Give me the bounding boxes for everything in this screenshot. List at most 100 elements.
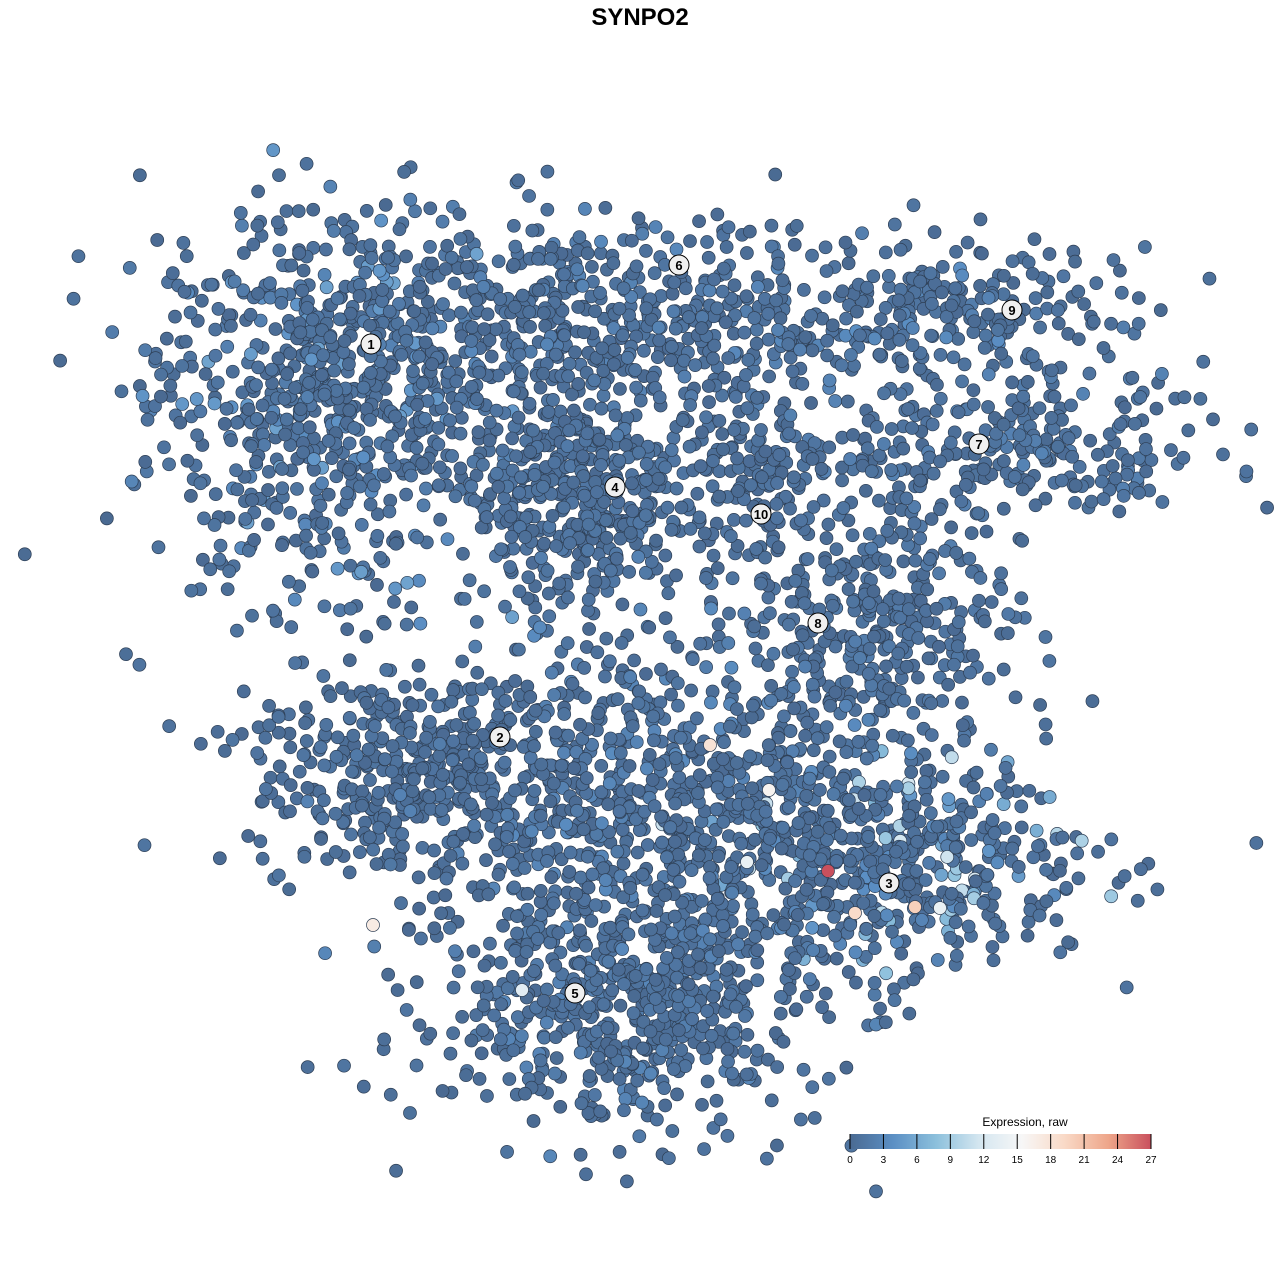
data-point <box>1005 375 1019 390</box>
data-point <box>272 168 286 183</box>
data-point <box>829 542 844 557</box>
data-point <box>508 944 523 958</box>
data-point <box>805 920 820 935</box>
data-point <box>594 785 609 799</box>
data-point <box>494 955 508 970</box>
data-point <box>283 506 298 520</box>
data-point <box>359 695 374 710</box>
data-point <box>941 792 956 806</box>
data-point <box>706 454 720 468</box>
data-point <box>614 636 629 650</box>
data-point <box>279 204 294 218</box>
data-point <box>198 367 213 381</box>
data-point <box>939 330 954 345</box>
data-point <box>710 207 725 222</box>
data-point <box>585 867 600 882</box>
data-point <box>649 904 664 918</box>
data-point <box>867 941 882 956</box>
data-point <box>353 479 367 494</box>
data-point <box>770 476 785 490</box>
data-point <box>902 1006 917 1021</box>
data-point <box>773 1006 788 1021</box>
data-point <box>197 511 211 526</box>
data-point <box>839 674 854 689</box>
data-point <box>562 356 577 371</box>
data-point <box>491 368 506 383</box>
data-point <box>432 748 447 763</box>
data-point <box>783 350 798 365</box>
data-point <box>468 639 483 654</box>
data-point <box>834 358 849 373</box>
data-point <box>591 1050 606 1065</box>
data-point <box>580 426 595 441</box>
data-point <box>747 619 762 634</box>
data-point <box>867 987 882 1002</box>
data-point <box>246 237 261 252</box>
data-point <box>502 844 516 859</box>
data-point <box>712 489 727 504</box>
data-point <box>1029 823 1044 838</box>
data-point <box>237 246 251 260</box>
data-point <box>737 606 752 621</box>
data-point <box>998 760 1013 775</box>
data-point <box>480 1089 494 1103</box>
data-point <box>530 932 545 946</box>
data-point <box>964 833 979 847</box>
data-point <box>372 820 386 835</box>
data-point <box>758 444 773 459</box>
data-point <box>647 733 661 748</box>
data-point <box>1132 486 1146 500</box>
data-point <box>523 344 538 359</box>
data-point <box>843 853 857 868</box>
data-point <box>443 413 457 428</box>
data-point <box>683 522 698 536</box>
data-point <box>706 351 720 366</box>
data-point <box>403 804 418 818</box>
data-point <box>464 479 479 494</box>
data-point <box>716 261 731 276</box>
data-point <box>796 1062 811 1077</box>
data-point <box>342 653 357 668</box>
data-point <box>873 703 888 718</box>
data-point <box>210 724 225 739</box>
data-point <box>683 234 697 248</box>
data-point <box>477 322 492 336</box>
data-point <box>445 449 459 463</box>
data-point <box>602 776 617 791</box>
data-point <box>573 1147 588 1162</box>
data-point <box>922 856 937 870</box>
data-point <box>612 1072 627 1086</box>
data-point <box>251 360 265 375</box>
data-point <box>740 796 755 811</box>
data-point <box>723 987 738 1002</box>
data-point <box>855 226 869 241</box>
data-point <box>860 441 875 456</box>
data-point <box>271 710 286 724</box>
data-point <box>552 576 567 591</box>
data-point <box>503 713 518 727</box>
data-point <box>639 667 653 681</box>
data-point <box>907 500 922 514</box>
data-point <box>711 617 726 632</box>
data-point <box>649 533 663 548</box>
data-point <box>828 685 843 700</box>
data-point <box>902 808 916 823</box>
data-point <box>771 256 786 271</box>
data-point <box>829 951 844 966</box>
data-point <box>412 573 426 588</box>
data-point <box>749 322 764 337</box>
data-point <box>979 787 994 801</box>
data-point <box>867 909 882 923</box>
data-point <box>208 487 223 501</box>
data-point <box>595 341 609 356</box>
data-point <box>762 783 776 797</box>
data-point <box>284 258 299 273</box>
data-point <box>1064 398 1078 413</box>
data-point <box>943 931 958 945</box>
data-point <box>1051 316 1066 331</box>
data-point <box>189 392 204 406</box>
data-point <box>556 500 571 515</box>
data-point <box>53 353 67 368</box>
data-point <box>867 629 881 644</box>
data-point <box>1025 349 1040 364</box>
